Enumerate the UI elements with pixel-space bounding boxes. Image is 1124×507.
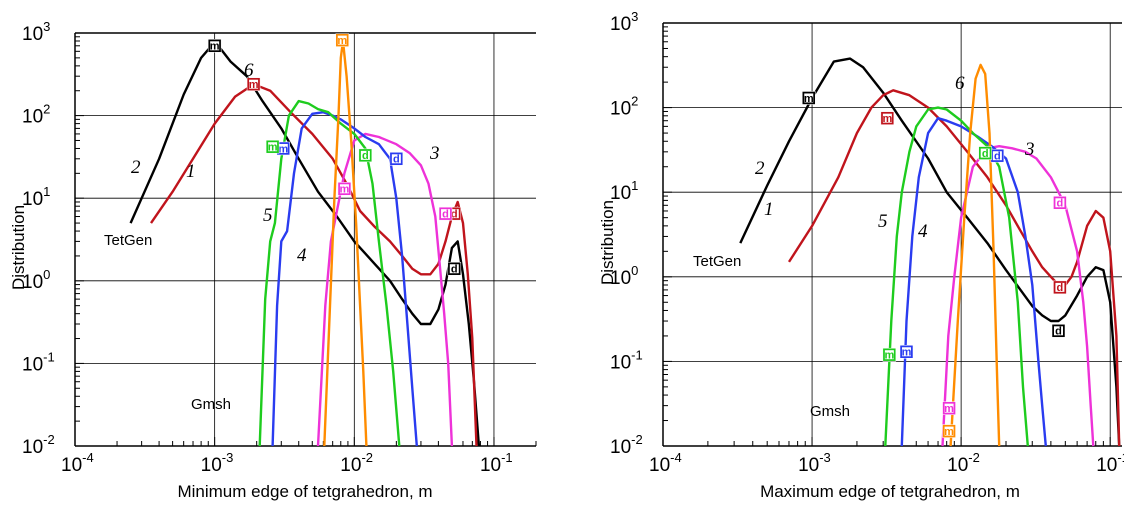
y-tick-label: 100 [22, 267, 50, 293]
x-tick-label: 10-2 [340, 450, 373, 476]
x-tick-label: 10-1 [1096, 450, 1124, 476]
curve-number-5: 5 [263, 205, 273, 226]
curve-number-5: 5 [878, 211, 888, 232]
curve-number-3: 3 [429, 143, 440, 164]
y-tick-label: 10-1 [22, 349, 55, 375]
series-2-marker-d: d [447, 261, 462, 276]
x-tick-label: 10-2 [947, 450, 980, 476]
series-1-marker-m: m [246, 77, 261, 91]
series-2-marker-m: m [801, 91, 816, 105]
svg-text:m: m [882, 113, 892, 125]
chart-panel-1: 10-4 10-3 10-2 10-1 10-2 10-1 100 101 102 103 Mini… [9, 19, 537, 501]
series-line-1 [150, 82, 478, 447]
curve-number-6: 6 [955, 73, 965, 94]
annotation-gmsh: Gmsh [810, 403, 850, 420]
x-tick-label: 10-1 [480, 450, 513, 476]
series-3-marker-m: m [942, 401, 956, 415]
series-line-5 [884, 106, 1029, 447]
svg-text:m: m [884, 350, 894, 362]
curve-number-1: 1 [186, 161, 196, 182]
series-line-3 [941, 144, 1095, 447]
series-line-1 [787, 89, 1121, 447]
y-tick-label: 101 [22, 184, 50, 210]
svg-text:d: d [1057, 198, 1064, 210]
annotation-tetgen: TetGen [104, 232, 152, 249]
series-5-marker-d: d [358, 148, 373, 162]
series-2-marker-m: m [207, 39, 222, 53]
series-line-3 [316, 132, 454, 447]
series-4-marker-m: m [276, 141, 291, 155]
series-1-marker-d: d [1053, 280, 1067, 294]
series-5-marker-m: m [882, 347, 897, 362]
curve-number-1: 1 [764, 199, 774, 220]
svg-text:m: m [210, 41, 220, 53]
svg-text:d: d [1057, 282, 1064, 294]
y-tick-label: 102 [610, 94, 638, 120]
svg-text:d: d [442, 208, 449, 220]
series-4-marker-d: d [990, 148, 1005, 163]
series-3-marker-d: d [1053, 196, 1067, 210]
svg-text:m: m [902, 347, 912, 359]
x-tick-label: 10-4 [61, 450, 94, 476]
y-tick-label: 103 [610, 9, 638, 35]
y-tick-label: 10-2 [22, 432, 55, 458]
series-3-marker-d: d [438, 206, 453, 220]
series-5-marker-m: m [265, 139, 280, 154]
curve-number-2: 2 [131, 157, 141, 178]
curve-number-4: 4 [918, 221, 928, 242]
series-4-marker-d: d [389, 152, 404, 166]
svg-text:m: m [278, 143, 288, 155]
x-tick-label: 10-4 [649, 450, 682, 476]
svg-text:d: d [393, 154, 400, 166]
curve-number-4: 4 [297, 245, 307, 266]
series-3-marker-m: m [337, 182, 352, 196]
svg-text:d: d [1055, 326, 1062, 338]
y-tick-label: 102 [22, 102, 50, 128]
x-axis-label: Maximum edge of tetgrahedron, m [760, 482, 1020, 501]
series-line-2 [739, 57, 1121, 447]
x-axis-label: Minimum edge of tetgrahedron, m [177, 482, 432, 501]
x-tick-label: 10-3 [201, 450, 234, 476]
series-line-4 [271, 110, 418, 447]
svg-text:d: d [362, 150, 369, 162]
svg-text:m: m [249, 79, 259, 91]
series-line-6 [949, 63, 1001, 447]
series-2-marker-d: d [1051, 324, 1066, 338]
curve-number-6: 6 [244, 60, 254, 81]
svg-text:m: m [804, 93, 814, 105]
series-6-marker-m: m [335, 33, 350, 47]
series-5-marker-d: d [978, 146, 992, 160]
y-tick-label: 10-2 [610, 432, 643, 458]
y-axis-label: Distribution [598, 200, 617, 285]
svg-text:m: m [944, 403, 954, 415]
svg-text:d: d [994, 151, 1001, 163]
svg-text:d: d [982, 148, 989, 160]
x-tick-label: 10-3 [798, 450, 831, 476]
y-tick-label: 101 [610, 178, 638, 204]
annotation-gmsh: Gmsh [191, 396, 231, 413]
svg-text:m: m [337, 35, 347, 47]
series-line-5 [258, 99, 401, 447]
svg-text:d: d [451, 208, 458, 220]
svg-text:m: m [944, 426, 954, 438]
series-4-marker-m: m [899, 345, 914, 359]
svg-text:m: m [340, 184, 350, 196]
series-line-6 [323, 39, 368, 447]
y-tick-label: 10-1 [610, 347, 643, 373]
curve-number-3: 3 [1024, 139, 1035, 160]
svg-text:m: m [268, 142, 278, 154]
annotation-tetgen: TetGen [693, 253, 741, 270]
svg-text:d: d [451, 264, 458, 276]
y-tick-label: 103 [22, 19, 50, 45]
y-axis-label: Distribution [9, 205, 28, 290]
series-1-marker-m: m [880, 111, 895, 125]
curve-number-2: 2 [755, 158, 765, 179]
y-tick-label: 100 [610, 263, 638, 289]
series-6-marker-m: m [942, 424, 956, 438]
chart-panel-2: 10-4 10-3 10-2 10-1 10-2 10-1 100 101 102 103 Maxi… [598, 9, 1124, 501]
